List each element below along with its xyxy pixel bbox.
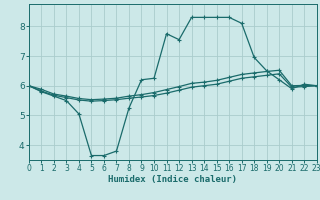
X-axis label: Humidex (Indice chaleur): Humidex (Indice chaleur) xyxy=(108,175,237,184)
